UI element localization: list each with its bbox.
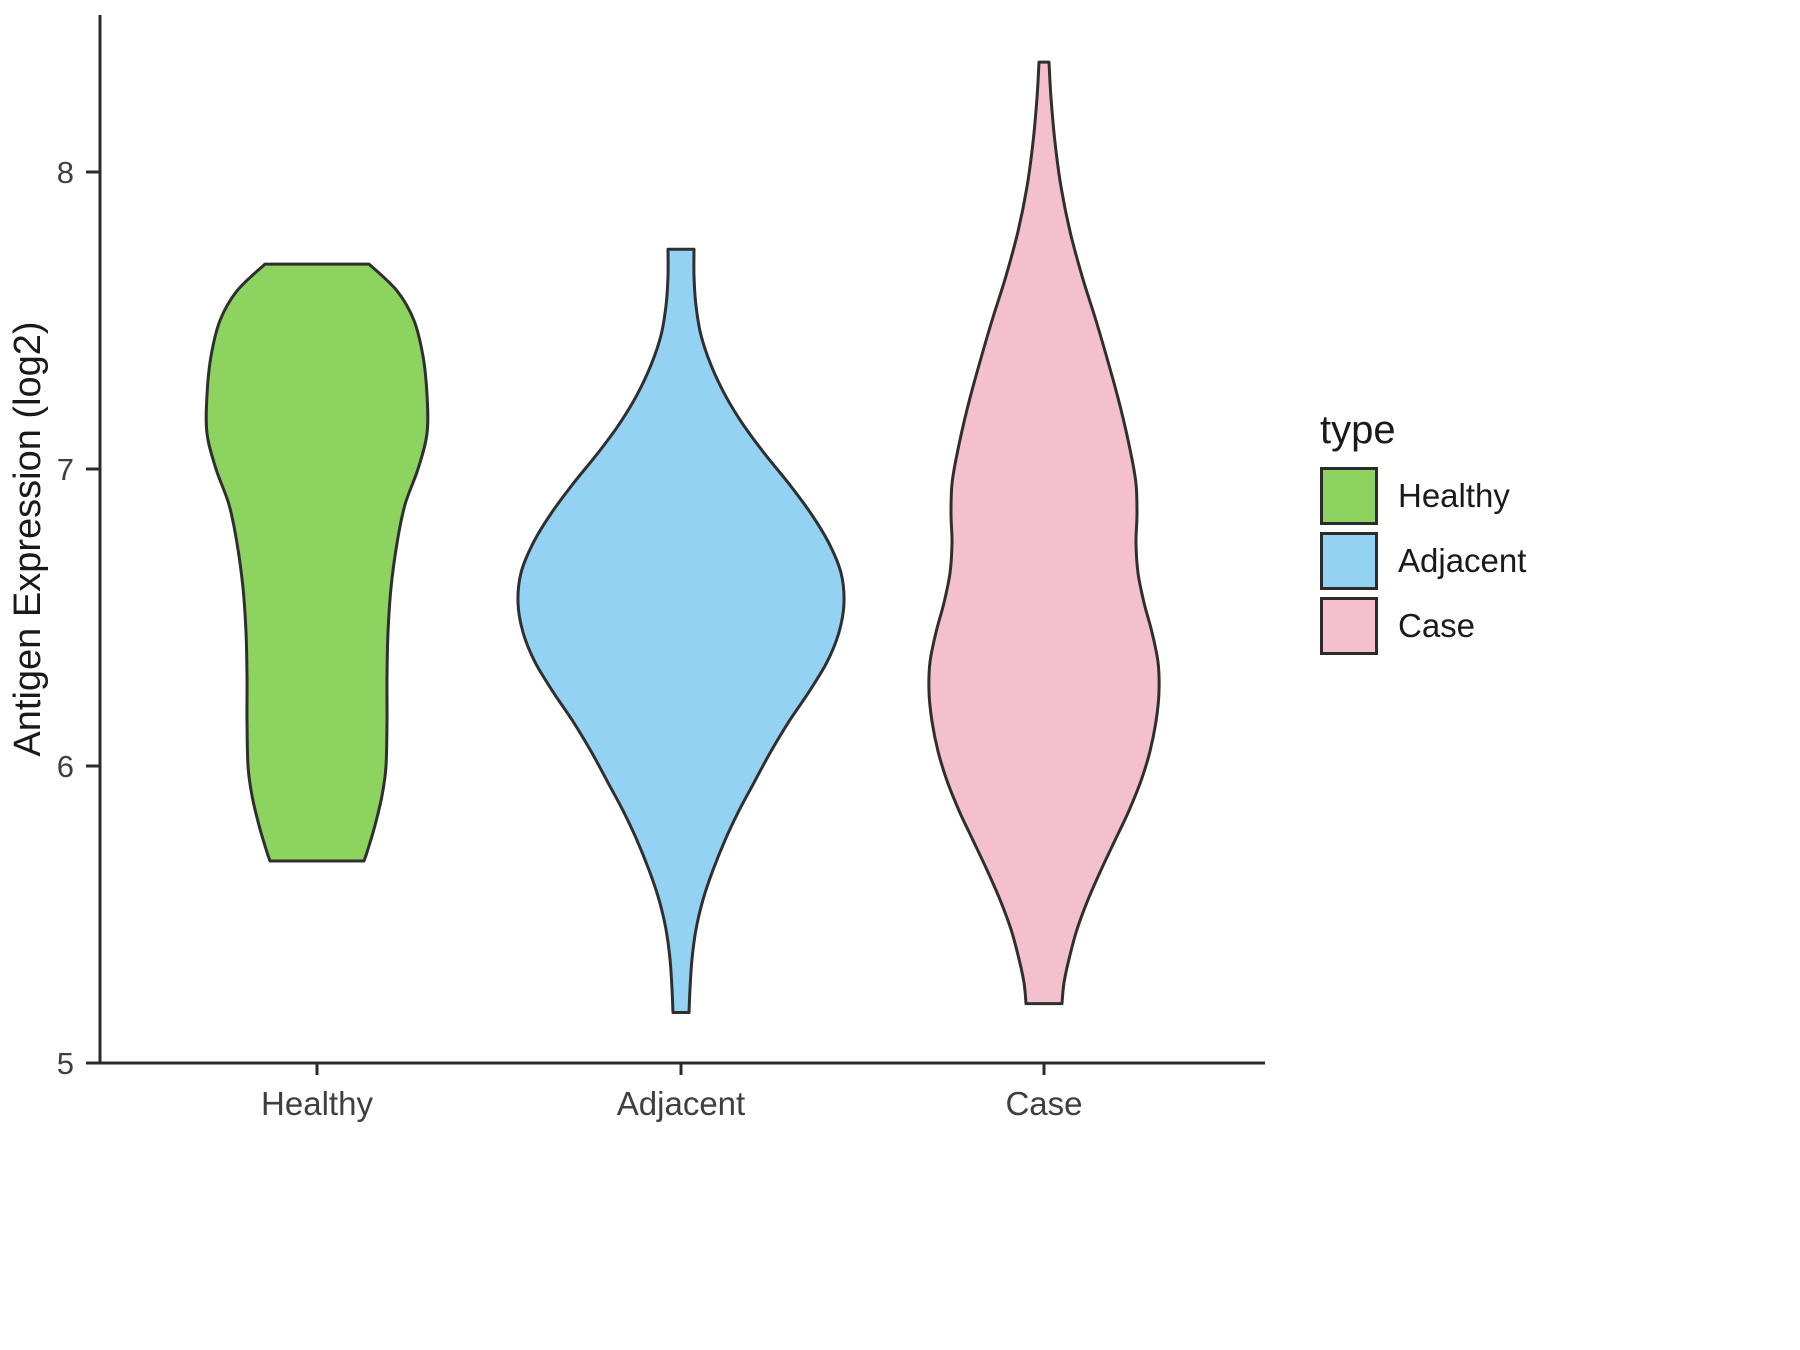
legend-swatch — [1320, 532, 1378, 590]
y-tick-label: 5 — [57, 1046, 74, 1081]
x-tick-label: Case — [1005, 1085, 1082, 1122]
x-tick-label: Healthy — [261, 1085, 373, 1122]
legend: type Healthy Adjacent Case — [1320, 408, 1526, 662]
x-tick-label: Adjacent — [617, 1085, 745, 1122]
legend-title: type — [1320, 408, 1396, 452]
legend-item: Healthy — [1320, 467, 1526, 525]
legend-item: Case — [1320, 597, 1526, 655]
legend-entries: Healthy Adjacent Case — [1320, 467, 1526, 655]
violin-adjacent — [516, 247, 846, 1014]
legend-swatch — [1320, 597, 1378, 655]
y-tick-label: 7 — [57, 452, 74, 487]
legend-label: Case — [1398, 607, 1476, 644]
legend-label: Healthy — [1398, 477, 1510, 514]
y-axis-title: Antigen Expression (log2) — [7, 321, 49, 756]
legend-label: Adjacent — [1398, 542, 1527, 579]
y-tick-label: 6 — [57, 749, 74, 784]
violin-case — [927, 60, 1161, 1006]
violin-healthy — [204, 262, 430, 863]
y-tick-label: 8 — [57, 155, 74, 190]
legend-item: Adjacent — [1320, 532, 1526, 590]
legend-swatch — [1320, 467, 1378, 525]
